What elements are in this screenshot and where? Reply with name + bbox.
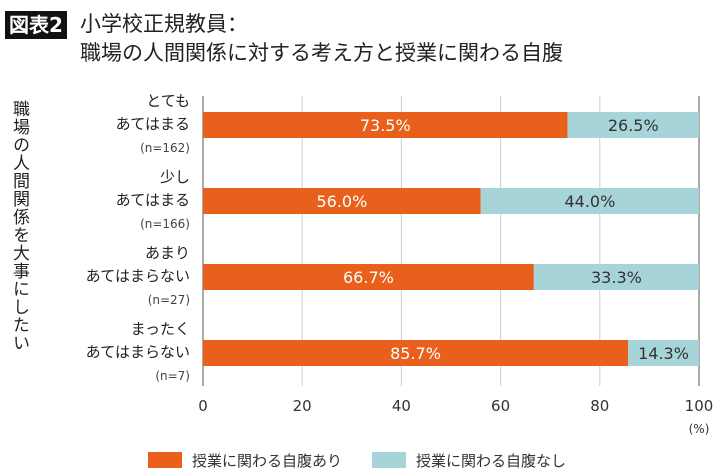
category-label: あてはまる: [116, 191, 190, 209]
category-n: (n=7): [155, 369, 190, 383]
bar-segment: [203, 188, 481, 214]
category-n: (n=166): [140, 217, 190, 231]
category-label: とても: [146, 92, 190, 110]
x-tick-label: 100: [685, 397, 714, 415]
x-tick-label: 60: [491, 397, 510, 415]
category-label: あてはまらない: [86, 267, 190, 285]
data-label: 56.0%: [316, 192, 367, 211]
x-tick-label: 20: [293, 397, 312, 415]
x-tick-label: 0: [198, 397, 208, 415]
legend-swatch: [148, 452, 182, 468]
bar-segment: [628, 340, 699, 366]
x-tick-label: 40: [392, 397, 411, 415]
bar-segment: [533, 264, 699, 290]
data-label: 66.7%: [343, 268, 394, 287]
category-label: まったく: [131, 320, 190, 338]
figure-badge: 図表2: [5, 11, 67, 39]
category-n: (n=27): [148, 293, 190, 307]
data-label: 33.3%: [591, 268, 642, 287]
bar-segment: [480, 188, 699, 214]
bar-segment: [567, 112, 699, 138]
data-label: 73.5%: [360, 116, 411, 135]
data-label: 26.5%: [608, 116, 659, 135]
y-axis-title: 職場の人間関係を大事にしたい: [9, 100, 29, 352]
category-label: あまり: [145, 244, 190, 262]
bar-segment: [203, 340, 629, 366]
bar-segment: [203, 112, 568, 138]
category-n: (n=162): [140, 141, 190, 155]
legend-label: 授業に関わる自腹なし: [416, 452, 566, 470]
x-axis-unit: (%): [689, 422, 710, 436]
chart-title-line1: 小学校正規教員：: [80, 12, 248, 36]
data-label: 85.7%: [390, 344, 441, 363]
bar-segment: [203, 264, 534, 290]
chart-title-line2: 職場の人間関係に対する考え方と授業に関わる自腹: [80, 41, 563, 65]
legend-swatch: [372, 452, 406, 468]
category-label: あてはまる: [116, 115, 190, 133]
legend-label: 授業に関わる自腹あり: [192, 452, 342, 470]
data-label: 44.0%: [564, 192, 615, 211]
category-label: 少し: [160, 168, 190, 186]
category-label: あてはまらない: [86, 343, 190, 361]
x-tick-label: 80: [590, 397, 609, 415]
data-label: 14.3%: [638, 344, 689, 363]
